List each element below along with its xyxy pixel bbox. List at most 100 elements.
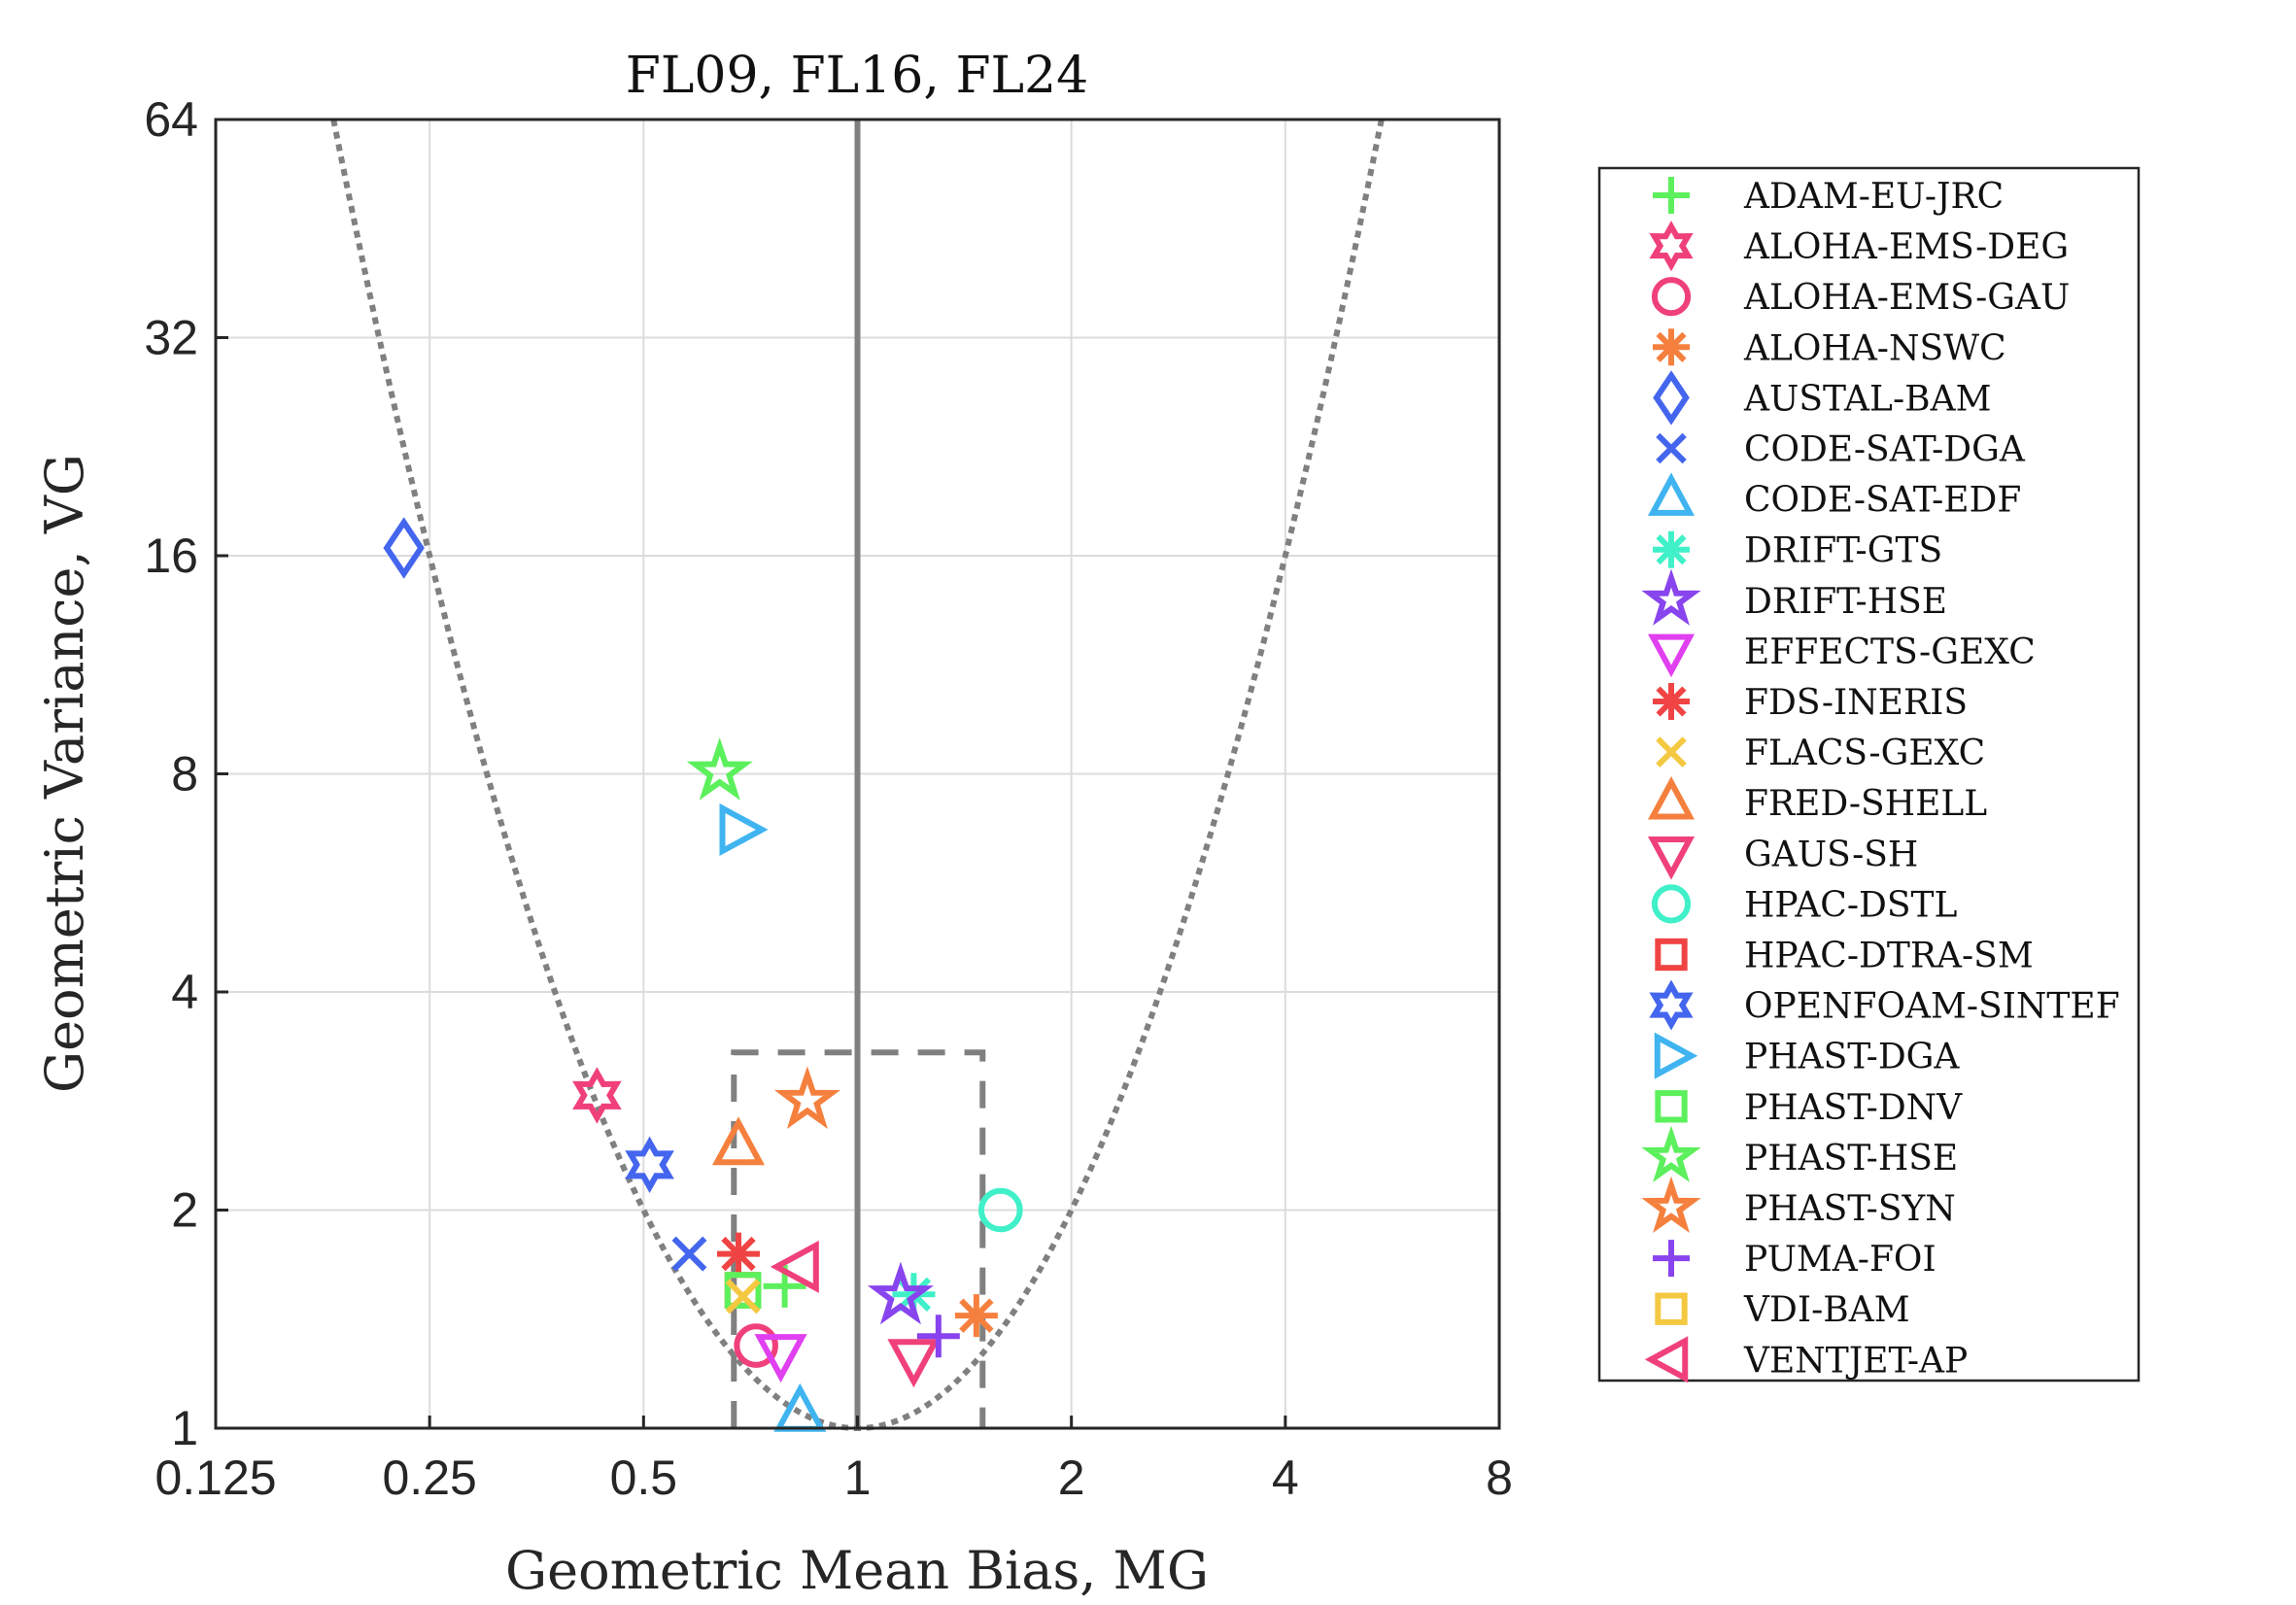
x-marker (1656, 432, 1687, 464)
legend-marker-icon (1653, 530, 1690, 568)
pentagram-marker (686, 737, 753, 801)
triangle-left-marker (770, 1240, 819, 1293)
y-tick-label: 8 (171, 747, 198, 802)
data-point-drift-hse (867, 1261, 934, 1325)
hexagram-marker (572, 1067, 622, 1124)
legend-item: VDI-BAM (1655, 1290, 1910, 1330)
legend-marker-icon (1641, 1125, 1701, 1182)
diamond-marker (1653, 370, 1690, 426)
data-point-phast-dnv (724, 1272, 762, 1309)
triangle-down-marker (754, 1334, 807, 1383)
plus-marker (916, 1315, 960, 1358)
legend-item: PHAST-SYN (1641, 1176, 1956, 1233)
x-tick-label: 0.5 (610, 1451, 678, 1505)
legend-item: PHAST-DGA (1654, 1032, 1960, 1079)
circle-marker (977, 1187, 1023, 1233)
circle-marker (734, 1323, 778, 1368)
data-point-phast-dga (719, 802, 769, 856)
legend-marker-icon (1647, 775, 1696, 820)
y-tick-label: 2 (171, 1183, 198, 1238)
data-point-phast-syn (773, 1066, 840, 1130)
data-point-openfoam-sintef (625, 1136, 674, 1193)
chart-title: FL09, FL16, FL24 (626, 47, 1088, 105)
data-point-puma-foi (916, 1315, 960, 1358)
y-tick-label: 16 (144, 529, 198, 583)
legend-marker-icon (1655, 1292, 1688, 1325)
legend-marker-icon (1655, 938, 1688, 972)
legend-label: VENTJET-AP (1743, 1341, 1968, 1381)
legend-label: HPAC-DSTL (1744, 885, 1958, 925)
x-tick-label: 8 (1486, 1451, 1513, 1505)
data-point-fds-ineris (717, 1232, 761, 1276)
legend-item: FDS-INERIS (1653, 683, 1968, 723)
triangle-left-marker (1644, 1336, 1689, 1383)
legend-item: FLACS-GEXC (1656, 734, 1985, 773)
triangle-up-marker (711, 1116, 766, 1166)
data-point-gaus-sh (887, 1339, 941, 1388)
legend-label: HPAC-DTRA-SM (1744, 937, 2034, 976)
legend-item: ALOHA-EMS-GAU (1651, 277, 2070, 318)
legend-label: DRIFT-GTS (1744, 531, 1942, 571)
legend-item: ALOHA-NSWC (1653, 328, 2006, 368)
data-point-phast-hse (686, 737, 753, 801)
pentagram-marker (867, 1261, 934, 1325)
legend-label: VDI-BAM (1743, 1290, 1910, 1330)
legend-item: PHAST-HSE (1641, 1125, 1958, 1182)
pentagram-marker (1641, 1176, 1701, 1233)
asterisk-marker (717, 1232, 761, 1276)
legend-box (1597, 166, 2141, 1383)
legend-label: ALOHA-EMS-GAU (1743, 278, 2070, 318)
legend-label: CODE-SAT-EDF (1744, 481, 2021, 521)
y-tick-label: 32 (144, 311, 198, 365)
hexagram-marker (625, 1136, 674, 1193)
pentagram-marker (1641, 1125, 1701, 1182)
circle-marker (1651, 884, 1692, 924)
legend-label: FRED-SHELL (1744, 784, 1987, 824)
hexagram-marker (1649, 979, 1694, 1031)
triangle-up-marker (1647, 775, 1696, 820)
data-point-aloha-ems-gau (734, 1323, 778, 1368)
legend: ADAM-EU-JRC ALOHA-EMS-DEG ALOHA-EMS-GAU ALO… (1597, 166, 2141, 1383)
legend-label: ALOHA-EMS-DEG (1743, 227, 2069, 267)
legend-label: PHAST-DNV (1744, 1088, 1963, 1128)
legend-marker-icon (1653, 1240, 1690, 1278)
legend-marker-icon (1655, 1090, 1688, 1123)
triangle-down-marker (1647, 633, 1696, 678)
data-point-hpac-dstl (977, 1187, 1023, 1233)
legend-label: ALOHA-NSWC (1743, 328, 2006, 368)
legend-marker-icon (1653, 683, 1690, 720)
data-point-aloha-ems-deg (572, 1067, 622, 1124)
legend-label: CODE-SAT-DGA (1744, 430, 2026, 470)
y-tick-label: 64 (144, 92, 198, 147)
triangle-right-marker (719, 802, 769, 856)
legend-item: FRED-SHELL (1647, 775, 1987, 824)
data-point-aloha-nswc (954, 1294, 998, 1338)
legend-marker-icon (1641, 568, 1701, 626)
legend-label: OPENFOAM-SINTEF (1744, 987, 2120, 1027)
asterisk-marker (1653, 530, 1690, 568)
legend-item: DRIFT-GTS (1653, 530, 1942, 571)
legend-label: EFFECTS-GEXC (1744, 632, 2036, 672)
legend-item: PHAST-DNV (1655, 1088, 1963, 1128)
legend-marker-icon (1656, 736, 1687, 768)
y-axis-label: Geometric Variance, VG (34, 454, 95, 1093)
legend-label: AUSTAL-BAM (1743, 379, 1991, 419)
legend-item: ALOHA-EMS-DEG (1649, 221, 2069, 272)
legend-marker-icon (1647, 633, 1696, 678)
x-marker (671, 1236, 707, 1272)
legend-marker-icon (1649, 979, 1694, 1031)
y-tick-label: 1 (171, 1401, 198, 1455)
legend-item: GAUS-SH (1647, 835, 1918, 880)
data-point-flacs-gexc (725, 1279, 761, 1315)
legend-label: ADAM-EU-JRC (1743, 177, 2004, 217)
legend-item: EFFECTS-GEXC (1647, 632, 2036, 678)
legend-label: DRIFT-HSE (1744, 582, 1947, 622)
data-point-effects-gexc (754, 1334, 807, 1383)
square-marker (1655, 1090, 1688, 1123)
square-marker (1655, 1292, 1688, 1325)
legend-item: HPAC-DTRA-SM (1655, 937, 2034, 976)
x-marker (725, 1279, 761, 1315)
legend-marker-icon (1651, 277, 1692, 317)
legend-label: GAUS-SH (1744, 835, 1918, 874)
